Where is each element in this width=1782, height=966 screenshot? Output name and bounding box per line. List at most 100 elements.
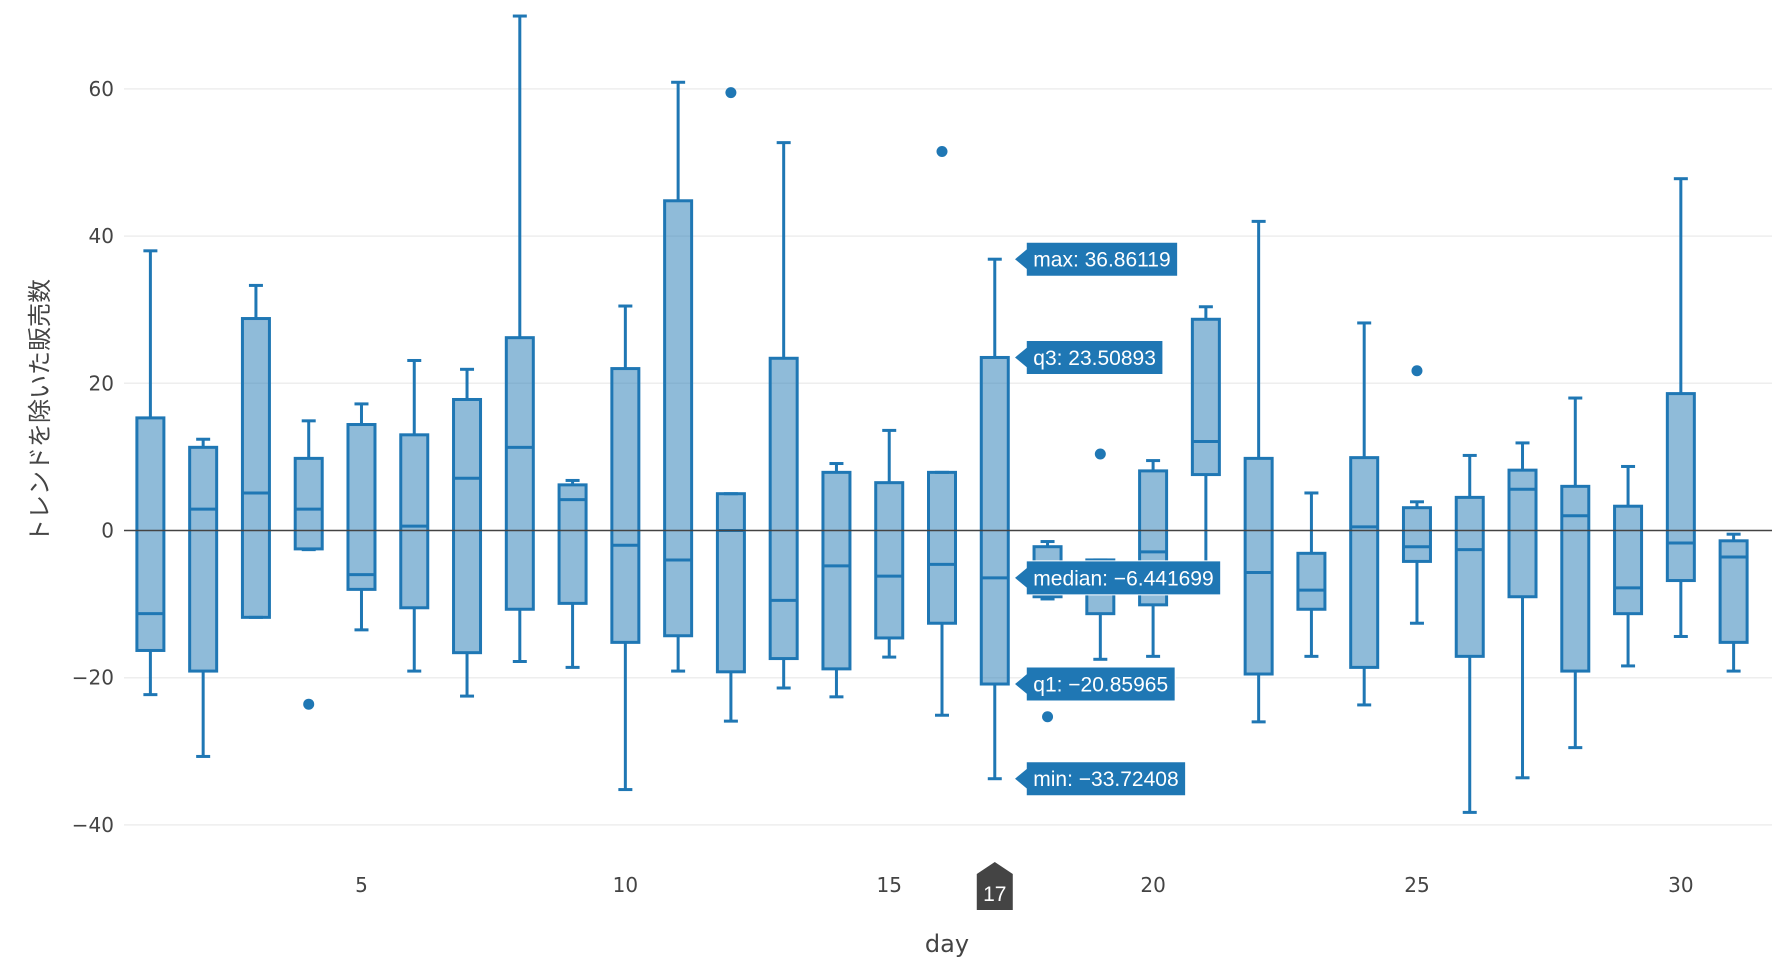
y-tick-label: 0 [101, 519, 114, 543]
iqr-box [240, 317, 271, 619]
iqr-box [1296, 551, 1327, 611]
iqr-box [1454, 495, 1485, 658]
y-tick-label: −20 [72, 666, 114, 690]
box-day-6 [399, 358, 430, 673]
hover-label-min: min: −33.72408 [1013, 761, 1187, 797]
iqr-box [1507, 468, 1538, 599]
box-day-4 [293, 419, 324, 710]
iqr-box [1243, 456, 1274, 676]
iqr-box [1560, 484, 1591, 673]
x-tick-label: 15 [876, 873, 901, 897]
iqr-box [452, 397, 483, 655]
iqr-box [399, 433, 430, 610]
hover-label-text: q1: −20.85965 [1033, 674, 1168, 697]
hover-label-text: max: 36.86119 [1033, 249, 1170, 272]
iqr-box [821, 470, 852, 671]
hover-x-axis-label-box [976, 862, 1013, 910]
box-day-1 [135, 249, 166, 697]
hover-x-axis-label-text: 17 [983, 883, 1006, 906]
iqr-box [874, 481, 905, 640]
iqr-box [927, 470, 957, 625]
hover-label-box [1013, 761, 1187, 797]
hover-label-median: median: −6.441699 [1013, 560, 1222, 596]
y-axis-ticks: −40 −20 0 20 40 60 [72, 77, 114, 837]
hover-label-box [1013, 560, 1222, 596]
box-day-24 [1349, 321, 1380, 707]
box-day-15 [874, 428, 905, 659]
hover-label-box [1013, 339, 1164, 375]
outlier-point [936, 145, 948, 157]
hover-label-text: median: −6.441699 [1033, 567, 1213, 590]
box-day-26 [1454, 453, 1485, 814]
box-day-31 [1718, 532, 1749, 673]
box-day-14 [821, 462, 852, 699]
x-tick-label: 10 [613, 873, 638, 897]
hover-label-text: q3: 23.50893 [1033, 347, 1156, 370]
iqr-box [1401, 506, 1432, 563]
box-day-20 [1138, 459, 1169, 658]
outlier-point [725, 87, 737, 99]
hover-label-box [1013, 666, 1176, 702]
iqr-box [504, 336, 535, 611]
box-day-3 [240, 283, 271, 619]
box-day-27 [1507, 441, 1538, 780]
box-day-30 [1665, 177, 1696, 638]
box-day-29 [1613, 464, 1644, 668]
box-day-8 [504, 14, 535, 664]
box-day-22 [1243, 219, 1274, 724]
iqr-box [188, 445, 219, 673]
hover-label-text: min: −33.72408 [1033, 768, 1178, 791]
iqr-box [768, 356, 799, 661]
box-day-5 [346, 402, 377, 632]
hover-label-q1: q1: −20.85965 [1013, 666, 1176, 702]
hover-label-max: max: 36.86119 [1013, 241, 1179, 277]
x-tick-label: 30 [1668, 873, 1693, 897]
box-series [135, 14, 1749, 814]
iqr-box [610, 367, 641, 644]
box-day-12 [715, 87, 746, 723]
box-day-10 [610, 304, 641, 792]
gridlines [124, 88, 1772, 826]
outlier-point [1411, 365, 1423, 377]
y-tick-label: −40 [72, 813, 114, 837]
iqr-box [293, 456, 324, 551]
hover-label-box [1013, 241, 1179, 277]
box-day-21 [1190, 305, 1221, 569]
y-tick-label: 60 [89, 77, 114, 101]
box-day-25 [1401, 365, 1432, 625]
x-tick-label: 5 [355, 873, 368, 897]
iqr-box [663, 199, 694, 638]
box-day-7 [452, 367, 483, 698]
x-tick-label: 20 [1140, 873, 1165, 897]
box-day-16 [927, 145, 957, 717]
box-day-17 [979, 257, 1010, 781]
x-tick-label: 25 [1404, 873, 1429, 897]
box-day-23 [1296, 491, 1327, 658]
outlier-point [303, 698, 315, 710]
box-day-19 [1085, 448, 1116, 661]
iqr-box [346, 423, 377, 591]
box-day-11 [663, 80, 694, 673]
iqr-box [135, 416, 166, 652]
iqr-box [1190, 317, 1221, 477]
box-day-2 [188, 437, 219, 758]
iqr-box [557, 483, 588, 605]
iqr-box [1665, 392, 1696, 583]
iqr-box [715, 492, 746, 674]
x-axis-title: day [925, 930, 969, 958]
hover-x-axis-label: 17 [976, 862, 1013, 910]
hover-label-q3: q3: 23.50893 [1013, 339, 1164, 375]
box-day-13 [768, 141, 799, 690]
x-axis-ticks: 5 10 15 20 25 30 [355, 873, 1693, 897]
y-tick-label: 40 [89, 224, 114, 248]
outlier-point [1094, 448, 1106, 460]
box-day-28 [1560, 396, 1591, 750]
iqr-box [1349, 456, 1380, 669]
iqr-box [1613, 504, 1644, 616]
y-tick-label: 20 [89, 371, 114, 395]
box-day-9 [557, 478, 588, 669]
iqr-box [979, 355, 1010, 686]
outlier-point [1042, 711, 1054, 723]
hover-tooltips: max: 36.86119 q3: 23.50893 median: −6.4416… [976, 241, 1222, 910]
